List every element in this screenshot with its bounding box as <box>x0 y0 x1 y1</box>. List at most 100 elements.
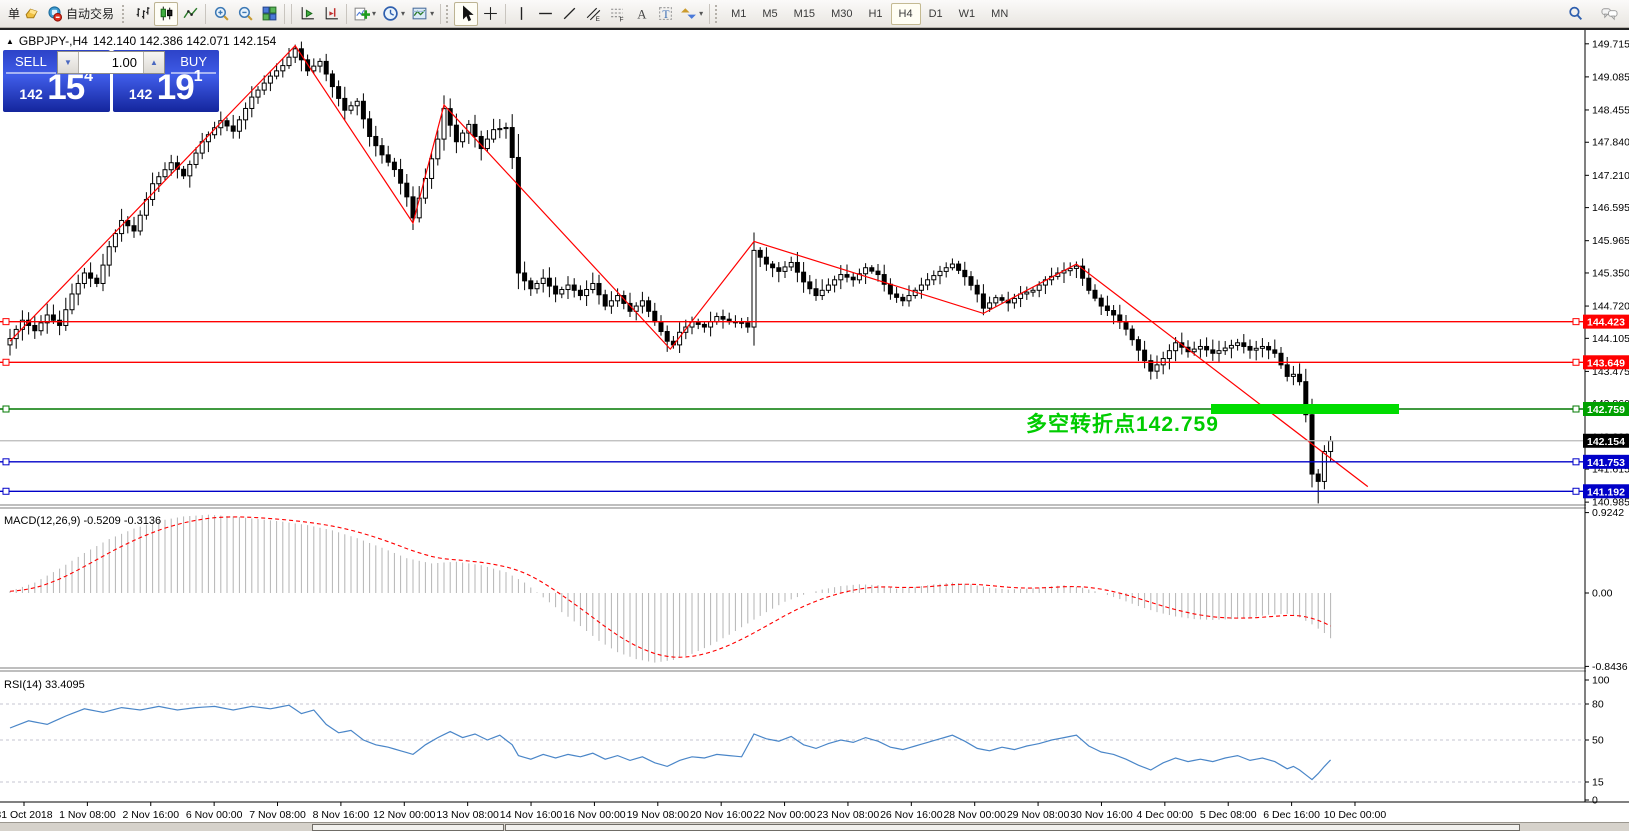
main-toolbar: 单 自动交易 <box>0 0 1629 28</box>
trendline-tool-button[interactable] <box>557 2 581 26</box>
rsi-axis-label: 50 <box>1592 735 1604 747</box>
sell-panel: SELL 142 154 <box>3 50 110 112</box>
sell-button[interactable]: SELL <box>6 52 56 74</box>
timeframe-button-m15[interactable]: M15 <box>793 7 816 20</box>
periods-button[interactable]: ▾ <box>379 2 408 26</box>
timeframe-button-m1[interactable]: M1 <box>731 7 747 20</box>
line-handle <box>1572 487 1580 495</box>
autotrading-button[interactable]: 自动交易 <box>43 2 120 26</box>
bar-chart-mode-button[interactable] <box>130 2 154 26</box>
crosshair-tool-button[interactable] <box>478 2 502 26</box>
time-axis-label: 1 Nov 08:00 <box>59 809 116 821</box>
toolbar-drag-handle[interactable] <box>122 4 127 23</box>
text-label-tool-button[interactable]: T <box>653 2 677 26</box>
arrows-tool-button[interactable]: ▾ <box>677 2 706 26</box>
time-axis-label: 19 Nov 08:00 <box>627 809 690 821</box>
arrows-caret: ▾ <box>699 9 704 18</box>
indicators-icon <box>354 7 371 21</box>
macd-signal-line <box>9 516 1331 658</box>
timeframe-button-mn[interactable]: MN <box>991 7 1009 20</box>
auto-scroll-button[interactable] <box>295 2 319 26</box>
search-button[interactable] <box>1563 2 1587 26</box>
channel-tool-button[interactable]: E <box>581 2 605 26</box>
volume-decrease-button[interactable]: ▼ <box>58 52 79 73</box>
timeframe-button-h1[interactable]: H1 <box>868 7 883 20</box>
buy-button[interactable]: BUY <box>171 52 216 74</box>
new-order-button[interactable]: 单 <box>2 2 43 26</box>
chart-window: 149.715 149.085 148.455 147.840 147.210 146.5… <box>0 28 1629 831</box>
ohlc-readout: 142.140 142.386 142.071 142.154 <box>92 34 277 48</box>
toolbar-drag-handle[interactable] <box>446 4 451 23</box>
volume-field[interactable]: 1.00 <box>79 52 143 73</box>
candlestick-mode-button[interactable] <box>154 1 179 26</box>
time-axis-label: 6 Nov 00:00 <box>186 809 243 821</box>
horizontal-line-tool-button[interactable] <box>533 2 557 26</box>
sell-price-prefix: 142 <box>19 86 43 102</box>
time-axis-label: 12 Nov 00:00 <box>373 809 436 821</box>
text-icon: A <box>637 7 647 21</box>
fibonacci-tool-button[interactable]: F <box>605 2 629 26</box>
chat-button[interactable] <box>1597 2 1621 26</box>
text-tool-button[interactable]: A <box>629 2 653 26</box>
one-click-trade-panel: SELL 142 154 BUY 142 191 ▼ 1.00 ▲ <box>3 50 219 112</box>
tile-windows-icon <box>262 6 276 21</box>
templates-button[interactable]: ▾ <box>408 2 437 26</box>
zoom-in-button[interactable] <box>209 2 233 26</box>
price-tag-144.423[interactable]: 144.423 <box>1583 314 1629 329</box>
timeframe-button-h4[interactable]: H4 <box>890 2 921 25</box>
price-tag-141.192[interactable]: 141.192 <box>1583 484 1629 499</box>
svg-text:143.649: 143.649 <box>1587 357 1625 369</box>
buy-price-prefix: 142 <box>128 86 153 102</box>
hline-143.649[interactable] <box>0 358 1585 366</box>
time-axis-label: 31 Oct 2018 <box>0 809 53 821</box>
time-axis-label: 10 Dec 00:00 <box>1324 809 1387 821</box>
time-axis-label: 26 Nov 16:00 <box>880 809 943 821</box>
line-chart-mode-button[interactable] <box>178 2 202 26</box>
tile-windows-button[interactable] <box>257 2 281 26</box>
toolbar-separator <box>346 3 348 24</box>
price-tag-141.753[interactable]: 141.753 <box>1583 454 1629 469</box>
symbol-period-label: GBPJPY-,H4 <box>18 34 88 48</box>
chart-shift-button[interactable] <box>319 2 343 26</box>
timeframe-button-w1[interactable]: W1 <box>958 7 976 20</box>
timeframe-button-m30[interactable]: M30 <box>831 7 853 20</box>
timeframe-button-m5[interactable]: M5 <box>762 7 778 20</box>
hline-144.423[interactable] <box>0 318 1585 326</box>
indicators-button[interactable]: ▾ <box>350 2 379 26</box>
zigzag-line[interactable] <box>9 44 1369 488</box>
new-order-label: 单 <box>8 7 21 21</box>
price-axis-label: 148.455 <box>1592 104 1629 116</box>
price-tag-142.154[interactable]: 142.154 <box>1583 433 1629 448</box>
price-tag-143.649[interactable]: 143.649 <box>1583 355 1629 370</box>
buy-panel: BUY 142 191 <box>112 50 219 112</box>
price-axis-label: 145.350 <box>1592 267 1629 279</box>
toolbar-drag-handle[interactable] <box>715 4 720 23</box>
vertical-line-tool-button[interactable] <box>509 2 533 26</box>
timeframe-button-d1[interactable]: D1 <box>928 7 943 20</box>
hline-141.192[interactable] <box>0 487 1585 495</box>
cursor-icon <box>462 5 474 22</box>
line-handle <box>2 318 10 326</box>
volume-increase-button[interactable]: ▲ <box>143 52 164 73</box>
price-axis-label: 145.965 <box>1592 235 1629 247</box>
pivot-annotation-text[interactable]: 多空转折点142.759 <box>1026 413 1219 436</box>
time-axis-label: 2 Nov 16:00 <box>122 809 179 821</box>
price-tag-142.759[interactable]: 142.759 <box>1583 402 1629 416</box>
zoom-out-button[interactable] <box>233 2 257 26</box>
docked-panel-edge <box>505 824 1520 831</box>
arrows-icon <box>681 8 697 19</box>
line-handle <box>1572 458 1580 466</box>
time-axis-label: 7 Nov 08:00 <box>249 809 306 821</box>
hline-142.759[interactable] <box>0 404 1585 414</box>
time-axis-label: 29 Nov 08:00 <box>1007 809 1070 821</box>
sell-price: 142 154 <box>3 68 110 108</box>
line-handle <box>1572 358 1580 366</box>
cursor-tool-button[interactable] <box>454 1 479 26</box>
toolbar-separator <box>291 3 293 24</box>
svg-text:144.423: 144.423 <box>1587 317 1625 329</box>
symbol-marker-icon: ▲ <box>6 36 14 46</box>
line-handle <box>2 487 10 495</box>
hline-141.753[interactable] <box>0 458 1585 466</box>
price-axis-label: 140.985 <box>1592 497 1629 509</box>
price-chart-canvas[interactable]: 149.715 149.085 148.455 147.840 147.210 146.5… <box>0 30 1629 825</box>
